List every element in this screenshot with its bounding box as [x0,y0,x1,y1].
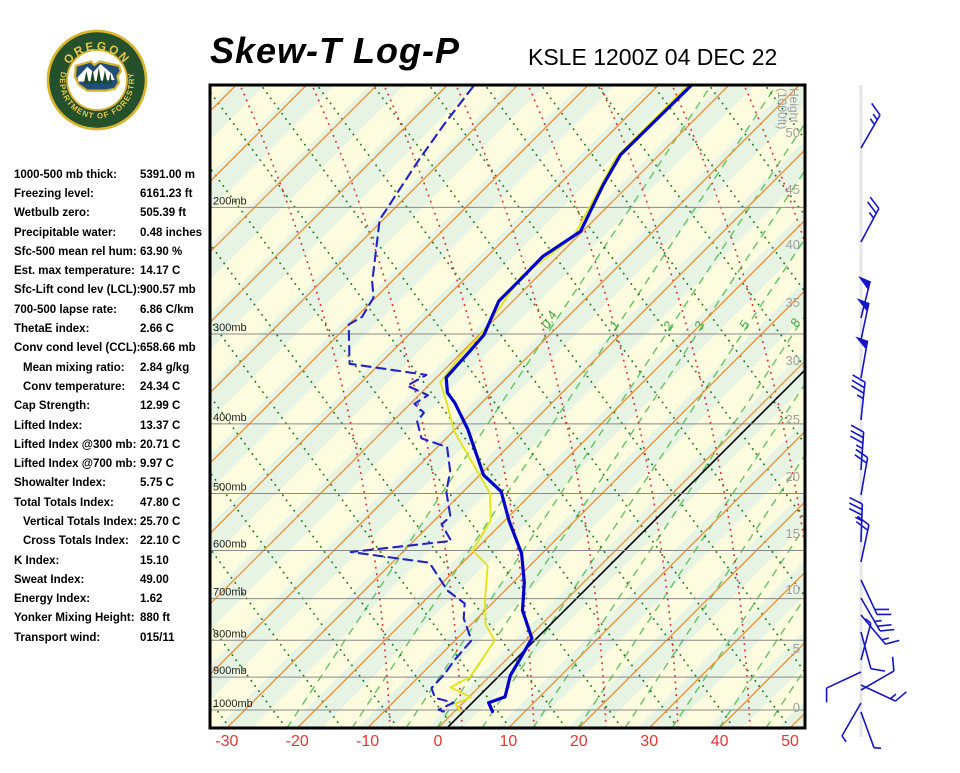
pressure-label: 300mb [213,322,247,334]
wind-barb [861,197,879,242]
pressure-label: 700mb [213,587,247,599]
isotherm-line [0,85,236,728]
height-tick-label: 45 [786,182,800,197]
moist-adiabat-line [816,85,960,728]
height-tick-label: 10 [786,582,800,597]
wind-barb [852,375,865,420]
wind-barb [827,672,861,702]
temp-axis-label: -20 [286,733,309,750]
pressure-label: 1000mb [213,698,253,710]
dry-adiabat-line [0,85,230,728]
isotherm-bands [210,85,805,728]
pressure-label: 200mb [213,195,247,207]
temp-axis-label: 10 [500,733,518,750]
pressure-label: 800mb [213,628,247,640]
height-tick-label: 0 [793,700,800,715]
temp-axis-label: 50 [781,733,799,750]
temp-axis-label: 30 [640,733,658,750]
pressure-label: 600mb [213,538,247,550]
wind-barbs [827,103,907,748]
temp-axis-label: 0 [434,733,443,750]
height-tick-label: 15 [786,526,800,541]
temp-axis-label: 40 [711,733,729,750]
moist-adiabat-line [888,85,960,728]
temp-axis-label: -10 [356,733,379,750]
height-tick-label: 25 [786,412,800,427]
wind-barb [857,298,869,340]
wind-barb [861,103,880,148]
pressure-label: 900mb [213,665,247,677]
wind-barb [861,657,894,690]
wind-barb [861,712,881,748]
pressure-label: 500mb [213,482,247,494]
height-tick-label: 5 [793,641,800,656]
wind-barb [861,580,891,614]
height-tick-label: 20 [786,469,800,484]
height-tick-label: 40 [786,237,800,252]
temp-axis-label: -30 [215,733,238,750]
temp-axis-label: 20 [570,733,588,750]
height-tick-label: 30 [786,353,800,368]
wind-barb [861,632,885,671]
height-tick-label: 35 [786,295,800,310]
wind-barb [856,516,869,562]
wind-barb [861,685,906,701]
pressure-label: 400mb [213,412,247,424]
wind-barb [842,703,861,742]
